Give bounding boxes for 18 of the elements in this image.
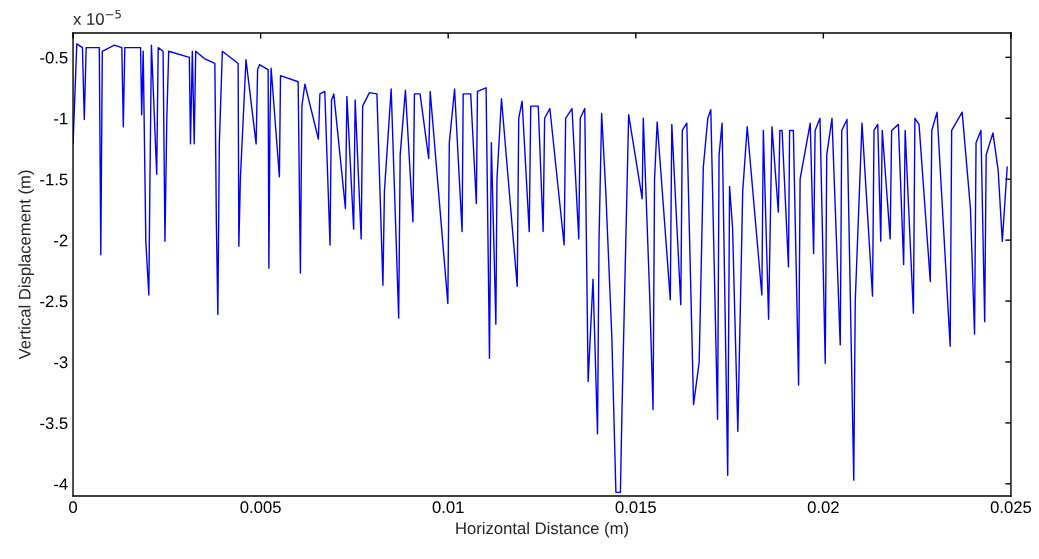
y-axis-title: Vertical Displacement (m) xyxy=(18,170,34,360)
y-tick-label: -4 xyxy=(54,478,68,490)
x-tick-label: 0.02 xyxy=(807,501,839,514)
y-tick-label: -2.5 xyxy=(40,295,68,308)
y-tick-label: -2 xyxy=(54,234,68,247)
x-tick-label: 0.015 xyxy=(615,501,656,514)
y-tick-label: -3 xyxy=(54,356,68,369)
line-series xyxy=(73,43,1008,494)
x-tick-label: 0.01 xyxy=(432,501,464,514)
y-tick-label: -0.5 xyxy=(40,51,68,64)
y-tick-label: -1 xyxy=(54,112,68,125)
x-tick-label: 0.025 xyxy=(990,501,1032,514)
y-tick-label: -1.5 xyxy=(40,173,68,186)
x-tick-label: 0.005 xyxy=(240,501,281,514)
x-axis-title: Horizontal Distance (m) xyxy=(456,521,629,538)
y-tick-label: -3.5 xyxy=(40,417,68,430)
text: x 10$^{−5}$ xyxy=(73,9,121,25)
x-tick-label: 0 xyxy=(69,501,78,514)
